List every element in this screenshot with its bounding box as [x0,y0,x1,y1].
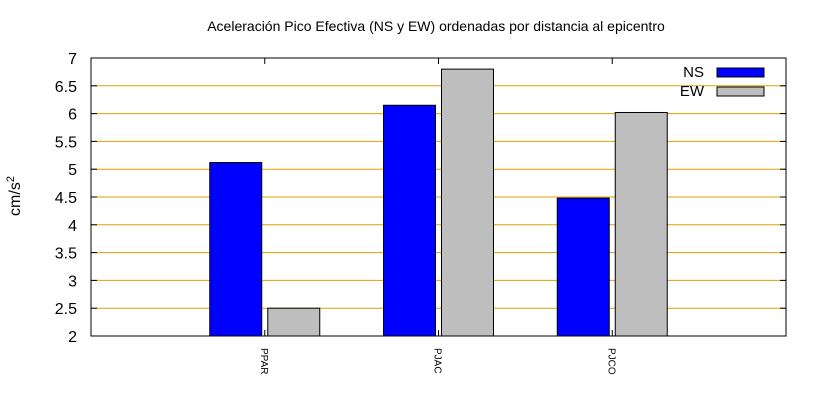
bar-ew-ppar [267,307,321,337]
plot-frame [90,57,787,337]
chart-title: Aceleración Pico Efectiva (NS y EW) orde… [207,18,665,34]
legend-swatch-ew [716,86,765,97]
y-tick-label: 4.5 [55,190,77,207]
y-tick-label: 2.5 [55,301,77,318]
y-tick-label: 6 [68,107,77,124]
y-tick-label: 4 [68,218,77,235]
legend-label-ew: EW [680,83,705,100]
y-tick-label: 7 [68,51,77,68]
bar-ew-pjco [614,111,668,337]
legend: NS EW [680,64,765,100]
x-tick-label: PJAC [432,348,443,374]
bar-ns-pjac [383,104,436,337]
y-tick-label: 6.5 [55,79,77,96]
legend-swatch-ns [716,67,765,78]
y-tick-label: 5 [68,162,77,179]
y-axis-label: cm/s2 [5,176,24,216]
bar-ew-pjac [441,68,494,337]
legend-label-ns: NS [683,64,704,81]
bars [209,68,668,337]
x-tick-label: PJCO [605,348,616,375]
y-axis-ticks: 2 2.5 3 3.5 4 4.5 5 5.5 6 6.5 7 [55,51,786,346]
x-axis-ticks: PPAR PJAC PJCO [258,58,616,375]
y-tick-label: 3.5 [55,246,77,263]
grid-lines [91,85,786,309]
y-tick-label: 3 [68,273,77,290]
bar-ns-pjco [556,197,610,337]
y-tick-label: 5.5 [55,134,77,151]
bar-ns-ppar [209,162,263,337]
y-tick-label: 2 [68,329,77,346]
x-tick-label: PPAR [258,348,269,375]
